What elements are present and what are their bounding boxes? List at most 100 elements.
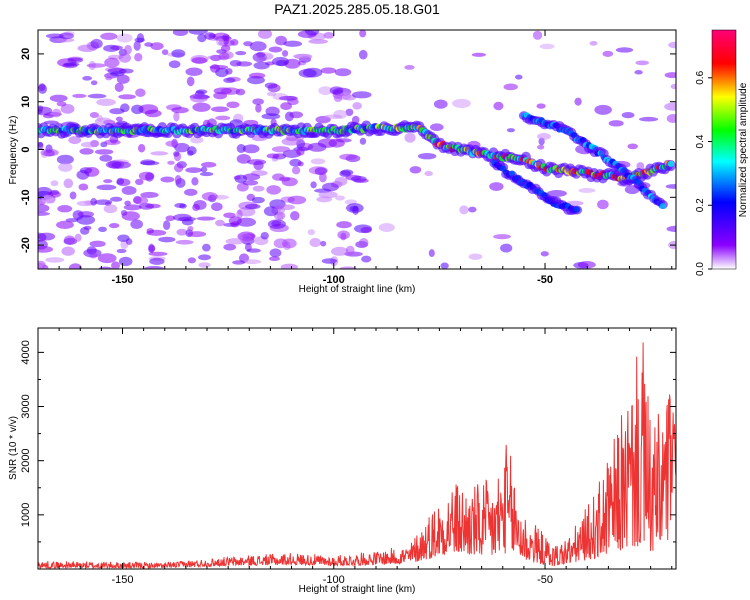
heatmap-cell: [215, 115, 231, 121]
heatmap-cell: [297, 161, 304, 167]
heatmap-cell: [118, 53, 132, 63]
heatmap-x-tick-label: -50: [537, 274, 553, 286]
heatmap-cell: [45, 33, 64, 39]
heatmap-cell: [428, 249, 435, 257]
heatmap-y-tick-label: -10: [20, 189, 32, 205]
heatmap-cell: [336, 221, 352, 229]
heatmap-cell: [532, 30, 543, 40]
heatmap-cell: [173, 111, 180, 122]
heatmap-cell: [268, 46, 283, 53]
heatmap-cell: [111, 261, 121, 269]
heatmap-cell: [213, 92, 228, 100]
heatmap-cell: [120, 103, 130, 113]
snr-series-line: [38, 342, 676, 569]
heatmap-cell: [281, 50, 289, 57]
heatmap-cell: [320, 67, 337, 74]
heatmap-cell: [539, 43, 555, 50]
heatmap-cell: [105, 76, 113, 81]
heatmap-cell: [115, 116, 123, 122]
heatmap-cell: [38, 83, 46, 92]
heatmap-cell: [359, 137, 367, 145]
heatmap-cell: [124, 44, 132, 55]
heatmap-cell: [185, 167, 202, 173]
heatmap-cell: [323, 114, 343, 119]
heatmap-cell: [189, 93, 208, 103]
heatmap-cell: [334, 68, 352, 77]
heatmap-cell: [292, 53, 311, 59]
heatmap-cells: [38, 30, 676, 269]
heatmap-cell: [150, 151, 169, 156]
heatmap-cell: [409, 166, 422, 174]
heatmap-x-tick-label: -100: [323, 274, 345, 286]
heatmap-cell: [246, 248, 261, 253]
heatmap-cell: [68, 136, 82, 145]
heatmap-cell: [252, 98, 264, 105]
heatmap-cell: [38, 204, 50, 213]
heatmap-cell: [165, 215, 176, 222]
heatmap-cell: [339, 266, 357, 269]
heatmap-cell: [174, 203, 186, 209]
heatmap-cell: [424, 171, 433, 177]
heatmap-cell: [148, 251, 168, 256]
heatmap-cell: [666, 114, 676, 123]
heatmap-cell: [272, 56, 290, 66]
heatmap-cell: [51, 108, 62, 118]
heatmap-cell: [135, 88, 146, 98]
heatmap-cell: [89, 112, 99, 118]
heatmap-cell: [627, 143, 638, 150]
heatmap-cell: [145, 172, 154, 182]
heatmap-cell: [119, 68, 134, 74]
snr-frame: [37, 327, 677, 570]
heatmap-cell: [271, 220, 282, 227]
heatmap-cell: [90, 80, 98, 86]
heatmap-cell: [187, 150, 194, 156]
snr-y-axis-label: SNR (10 * v/v): [8, 416, 19, 480]
heatmap-cell: [319, 172, 327, 183]
heatmap-cell: [98, 226, 107, 232]
heatmap-cell: [352, 102, 362, 110]
heatmap-cell: [404, 65, 415, 70]
snr-x-tick-label: -150: [111, 574, 133, 586]
heatmap-cell: [540, 251, 549, 257]
heatmap-cell: [140, 191, 159, 199]
heatmap-cell: [236, 144, 246, 153]
heatmap-cell: [197, 33, 207, 43]
heatmap-cell: [191, 57, 208, 64]
heatmap-cell: [345, 245, 355, 256]
heatmap-cell: [165, 140, 179, 147]
heatmap-cell: [43, 120, 59, 125]
snr-background: [38, 328, 676, 569]
heatmap-cell: [289, 111, 304, 119]
heatmap-cell: [321, 258, 338, 264]
heatmap-cell: [307, 229, 316, 236]
heatmap-cell: [267, 83, 281, 93]
heatmap-cell: [173, 151, 180, 157]
heatmap-y-axis-label: Frequency (Hz): [8, 116, 19, 185]
heatmap-cell: [243, 41, 253, 47]
heatmap-cell: [404, 132, 416, 143]
heatmap-cell: [220, 87, 241, 95]
heatmap-cell: [440, 262, 449, 269]
heatmap-cell: [94, 149, 114, 155]
heatmap-cell: [161, 49, 169, 56]
heatmap-cell: [63, 62, 80, 67]
heatmap-cell: [184, 188, 198, 196]
heatmap-cell: [635, 60, 649, 66]
heatmap-cell: [199, 172, 214, 177]
heatmap-cell: [361, 255, 372, 263]
heatmap-cell: [670, 83, 676, 90]
heatmap-cell: [218, 52, 230, 61]
heatmap-cell: [98, 266, 113, 269]
heatmap-cell: [269, 248, 282, 258]
heatmap-cell: [140, 159, 156, 166]
heatmap-cell: [634, 70, 643, 75]
heatmap-cell: [69, 191, 77, 200]
heatmap-cell: [339, 170, 352, 177]
heatmap-cell: [192, 102, 211, 112]
heatmap-cell: [246, 159, 267, 165]
heatmap-cell: [137, 144, 146, 153]
heatmap-cell: [358, 238, 369, 248]
heatmap-cell: [90, 38, 103, 49]
